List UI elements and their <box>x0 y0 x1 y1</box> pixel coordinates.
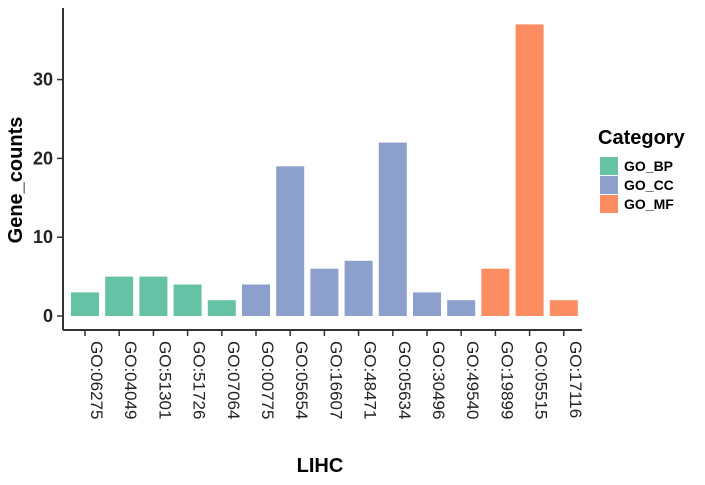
bar-go-51726 <box>173 284 202 316</box>
x-tick-label: GO:05654 <box>292 341 311 419</box>
x-tick-label: GO:30496 <box>429 341 448 419</box>
bar-go-49540 <box>447 300 476 316</box>
x-tick-label: GO:16607 <box>326 341 345 419</box>
bar-go-30496 <box>413 292 441 316</box>
y-axis-title: Gene_counts <box>5 117 27 244</box>
legend: Category GO_BP GO_CC GO_MF <box>598 127 686 213</box>
x-tick-label: GO:49540 <box>463 341 482 419</box>
bar-go-48471 <box>344 260 373 316</box>
bar-go-05515 <box>515 24 544 317</box>
legend-swatch-go-bp <box>600 157 618 175</box>
legend-title: Category <box>598 127 686 149</box>
bar-go-05634 <box>378 142 407 316</box>
legend-label: GO_BP <box>624 158 673 174</box>
x-tick-label: GO:06275 <box>87 341 106 419</box>
x-tick-label: GO:51301 <box>155 341 174 419</box>
bars-layer <box>71 24 578 317</box>
bar-go-07064 <box>207 300 236 316</box>
y-tick-label: 10 <box>33 227 53 247</box>
y-tick-label: 0 <box>43 306 53 326</box>
legend-swatch-go-mf <box>600 195 618 213</box>
y-tick-label: 20 <box>33 148 53 168</box>
legend-label: GO_CC <box>624 177 674 193</box>
x-ticks-layer: GO:06275 GO:04049 GO:51301 GO:51726 GO:07064… <box>84 330 585 419</box>
x-tick-label: GO:48471 <box>361 341 380 419</box>
bar-go-51301 <box>139 276 168 316</box>
x-tick-label: GO:07064 <box>224 341 243 419</box>
y-tick-label: 30 <box>33 70 53 90</box>
y-ticks-layer: 0 10 20 30 <box>33 70 63 326</box>
x-tick-label: GO:19899 <box>497 341 516 419</box>
bar-go-16607 <box>310 268 339 316</box>
bar-go-05654 <box>276 166 305 316</box>
x-tick-label: GO:04049 <box>121 341 140 419</box>
legend-label: GO_MF <box>624 196 674 212</box>
x-tick-label: GO:00775 <box>258 341 277 419</box>
bar-go-06275 <box>71 292 99 316</box>
x-tick-label: GO:17116 <box>566 341 585 418</box>
x-tick-label: GO:05634 <box>395 341 414 419</box>
x-tick-label: GO:51726 <box>190 341 209 419</box>
x-axis-title: LIHC <box>297 455 344 477</box>
legend-swatch-go-cc <box>600 176 618 194</box>
bar-go-00775 <box>242 284 270 316</box>
bar-go-19899 <box>481 268 510 316</box>
x-tick-label: GO:05515 <box>532 341 551 419</box>
bar-go-17116 <box>549 300 578 316</box>
bar-go-04049 <box>105 276 134 316</box>
